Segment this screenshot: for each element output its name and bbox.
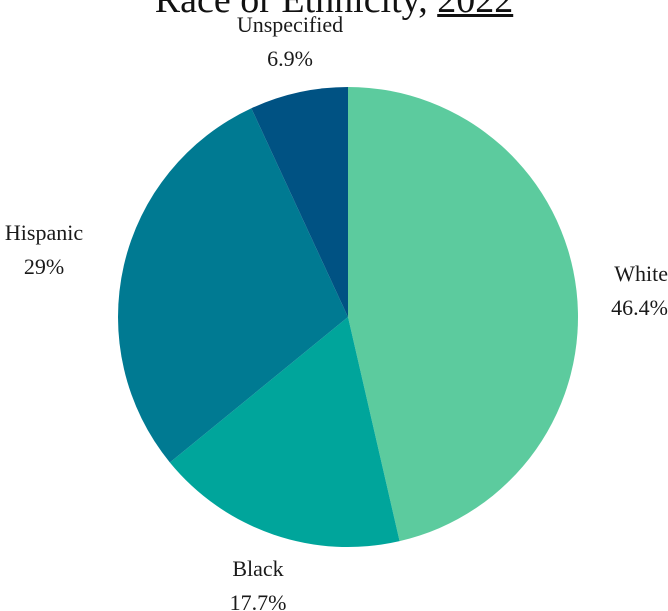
slice-value-black: 17.7% xyxy=(230,590,287,611)
pie-slice-black xyxy=(169,317,400,547)
pie-slice-hispanic xyxy=(118,108,349,463)
chart-title-prefix: Race or Ethnicity, xyxy=(154,0,428,21)
pie-labels: White 46.4% Black 17.7% Hispanic 29% Unspecifi… xyxy=(5,12,668,611)
pie-slice-white xyxy=(348,87,578,542)
slice-label-white: White xyxy=(614,261,668,286)
slice-value-unspecified: 6.9% xyxy=(267,46,313,71)
slice-label-hispanic: Hispanic xyxy=(5,220,83,245)
slice-value-hispanic: 29% xyxy=(24,254,64,279)
pie-slice-unspecified xyxy=(251,87,348,317)
chart-title-year: 2022 xyxy=(437,0,514,21)
slice-label-black: Black xyxy=(232,556,283,581)
slice-label-unspecified: Unspecified xyxy=(237,12,343,37)
slice-value-white: 46.4% xyxy=(611,295,668,320)
pie-slices xyxy=(118,87,578,547)
chart-title: Race or Ethnicity, 2022 xyxy=(0,0,668,22)
